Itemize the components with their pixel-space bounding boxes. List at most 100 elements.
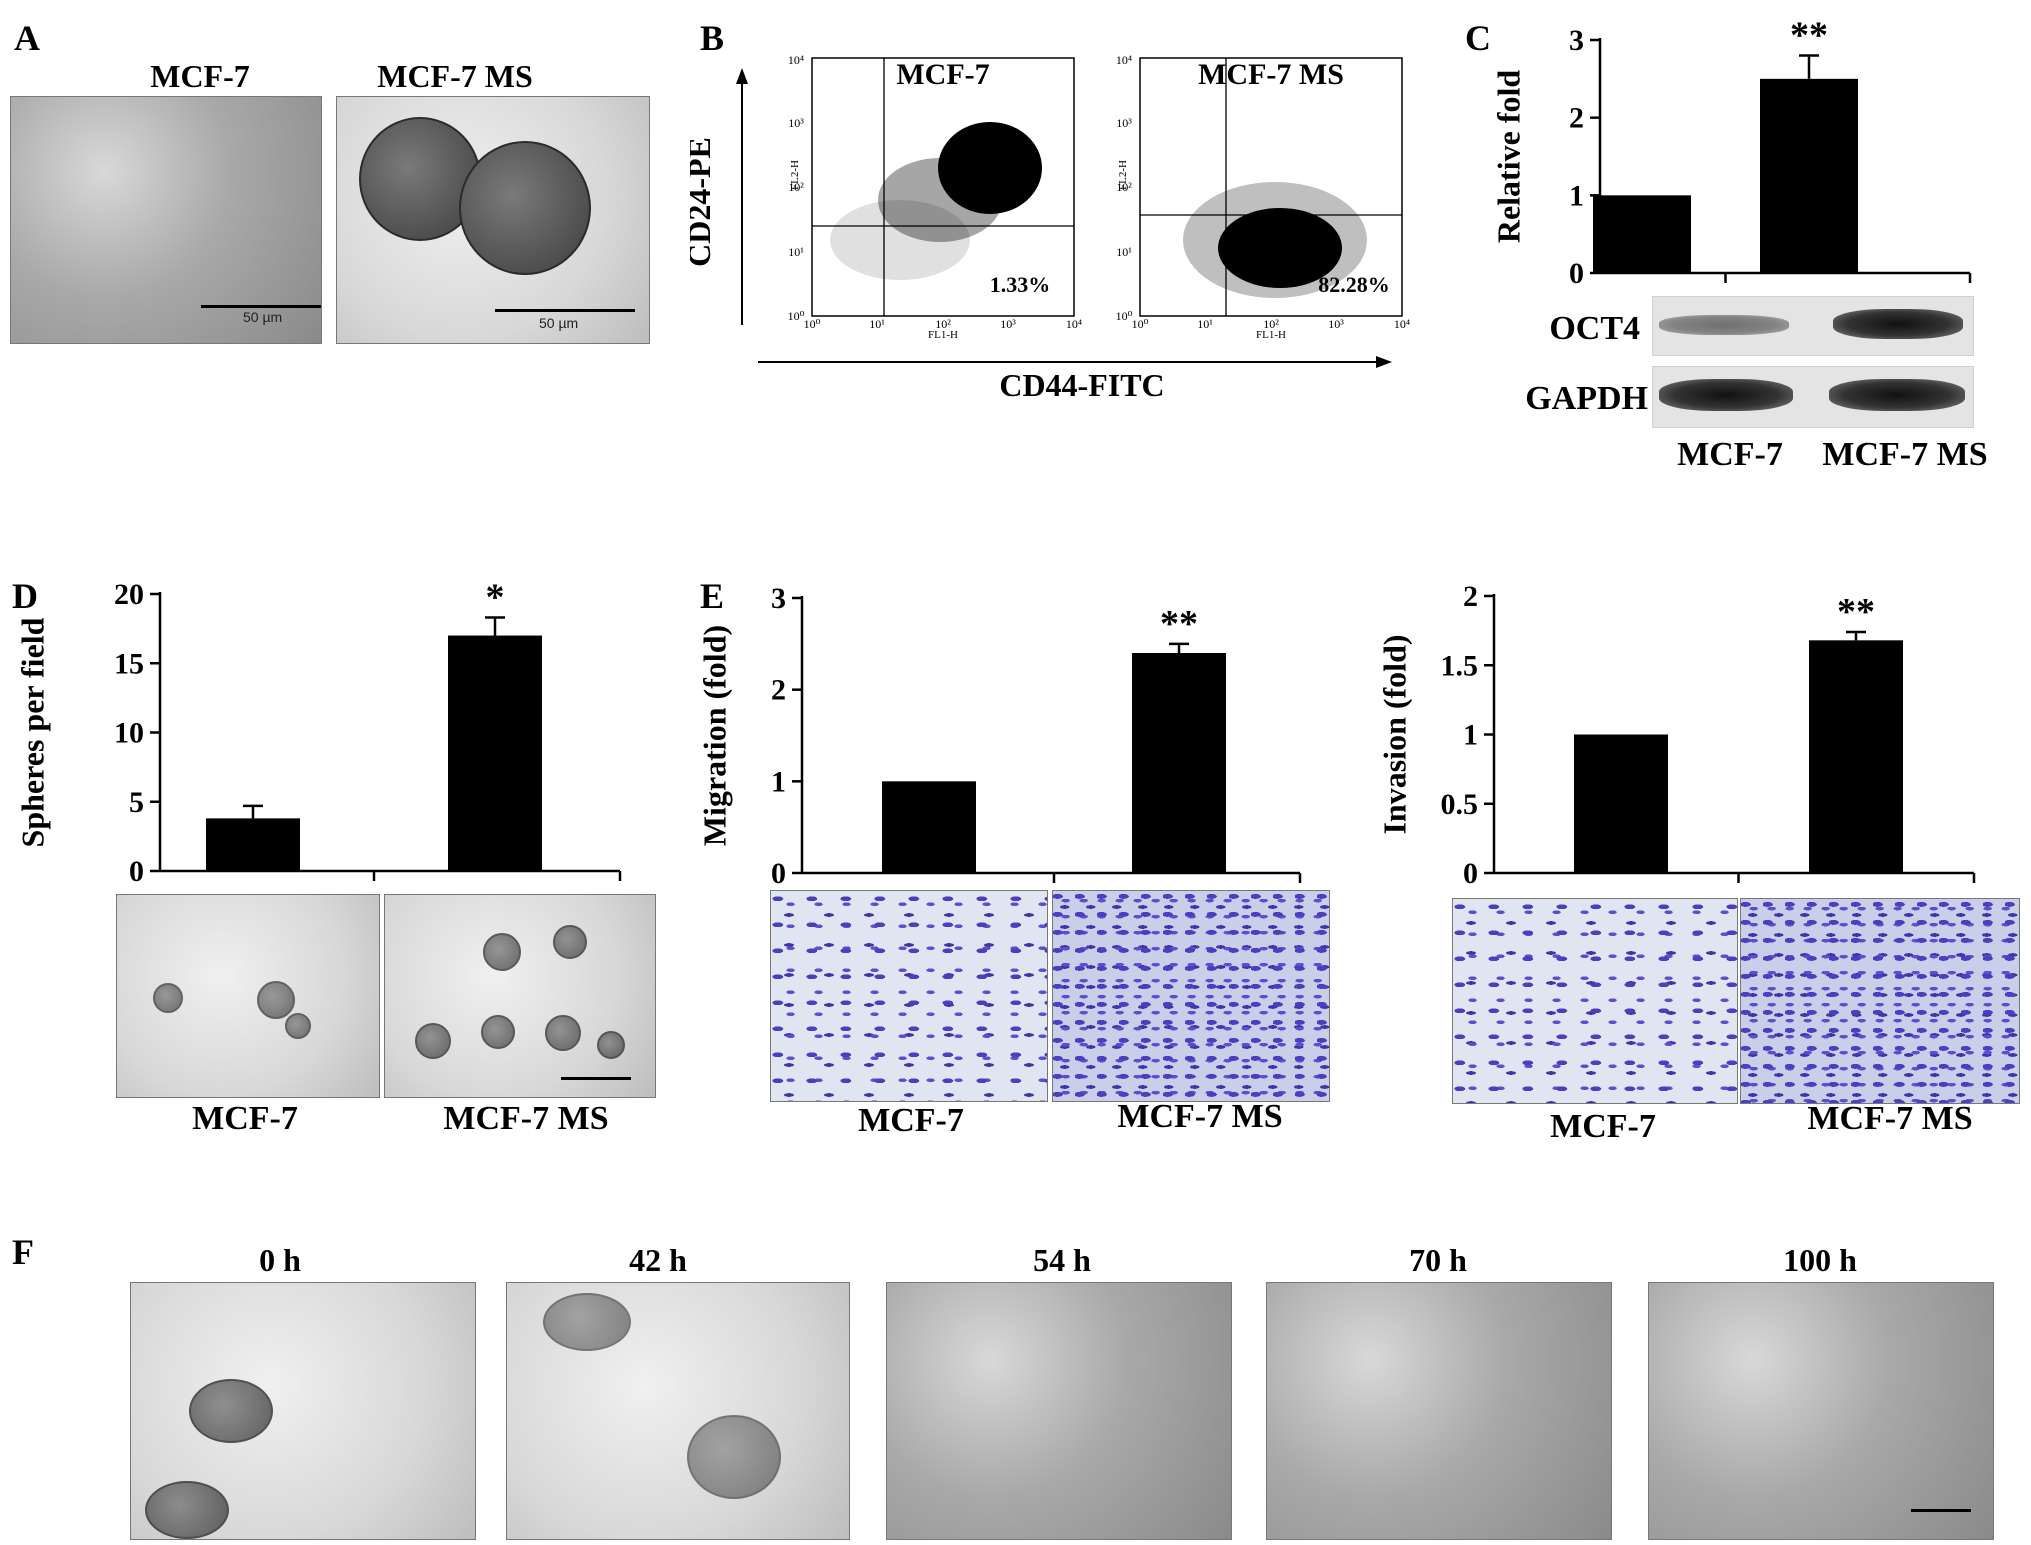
panel-label-f: F bbox=[12, 1232, 34, 1272]
blot-band bbox=[1659, 315, 1789, 335]
scale-bar bbox=[495, 309, 635, 312]
tick-label: 10⁴ bbox=[1394, 317, 1410, 331]
micrograph-0h bbox=[130, 1282, 476, 1540]
tick-label: 10⁴ bbox=[1116, 53, 1132, 67]
tick-label: 10² bbox=[935, 317, 951, 331]
blot-band bbox=[1833, 309, 1963, 339]
tick-label: 10³ bbox=[1116, 116, 1132, 130]
timepoint-label: 54 h bbox=[1033, 1242, 1091, 1278]
dot-plot-mcf7: MCF-7 1.33% FL2-H FL1-H 10⁰ 10¹ 10² 10³ … bbox=[788, 53, 1083, 341]
micrograph-70h bbox=[1266, 1282, 1612, 1540]
y-tick-label: 2 bbox=[771, 674, 786, 707]
significance-marker: ** bbox=[1837, 591, 1875, 633]
tick-label: 10¹ bbox=[1197, 317, 1213, 331]
migration-caption-mcf7ms: MCF-7 MS bbox=[1117, 1098, 1283, 1135]
bar-mcf7ms bbox=[1760, 78, 1858, 273]
significance-marker: ** bbox=[1160, 603, 1198, 645]
y-tick-label: 10 bbox=[114, 717, 144, 750]
panel-label-e: E bbox=[700, 576, 725, 616]
tick-label: 10³ bbox=[1328, 317, 1344, 331]
panel-label-a: A bbox=[14, 18, 40, 58]
tick-label: 10⁰ bbox=[804, 317, 821, 331]
sphere-caption-mcf7ms: MCF-7 MS bbox=[443, 1100, 609, 1137]
plot-xlabel: FL1-H bbox=[928, 329, 958, 341]
blot-band bbox=[1659, 379, 1793, 411]
micrograph-mcf7-spheres bbox=[116, 894, 380, 1098]
sphere bbox=[545, 1015, 581, 1051]
scale-bar bbox=[1911, 1509, 1971, 1512]
bar-mcf7 bbox=[1574, 734, 1668, 873]
western-blot-gapdh bbox=[1652, 366, 1974, 428]
y-tick-label: 15 bbox=[114, 647, 144, 680]
sphere-caption-mcf7: MCF-7 bbox=[192, 1100, 298, 1137]
timepoint-label: 0 h bbox=[259, 1242, 301, 1278]
bar-mcf7ms bbox=[1809, 640, 1903, 873]
sphere bbox=[597, 1031, 625, 1059]
tick-label: 10¹ bbox=[1116, 245, 1132, 259]
mammosphere bbox=[459, 141, 591, 275]
sphere bbox=[145, 1481, 229, 1539]
blot-band bbox=[1829, 379, 1965, 411]
y-tick-label: 0 bbox=[1463, 857, 1478, 890]
bar-mcf7 bbox=[882, 781, 976, 873]
y-tick-label: 2 bbox=[1463, 580, 1478, 613]
y-axis-label: CD24-PE bbox=[690, 137, 717, 267]
bar-chart-migration: 0 1 2 3 Migration (fold) ** bbox=[696, 582, 1302, 890]
y-tick-label: 0 bbox=[1569, 257, 1584, 290]
blot-caption-mcf7ms: MCF-7 MS bbox=[1822, 436, 1988, 473]
mammosphere bbox=[359, 117, 481, 241]
tick-label: 10⁰ bbox=[1116, 309, 1133, 323]
panel-a-title-mcf7: MCF-7 bbox=[150, 58, 250, 94]
plot-ylabel: FL2-H bbox=[789, 160, 801, 190]
quadrant-percent: 82.28% bbox=[1318, 272, 1390, 297]
sphere bbox=[481, 1015, 515, 1049]
bar-mcf7ms bbox=[1132, 653, 1226, 873]
significance-marker: ** bbox=[1790, 15, 1828, 57]
y-axis-arrowhead bbox=[736, 68, 748, 84]
tick-label: 10⁴ bbox=[1066, 317, 1082, 331]
tick-label: 10⁴ bbox=[788, 53, 804, 67]
y-axis-label: Migration (fold) bbox=[696, 625, 732, 846]
y-tick-labels: 10⁰ 10¹ 10² 10³ 10⁴ bbox=[788, 53, 805, 323]
blot-caption-mcf7: MCF-7 bbox=[1677, 436, 1783, 473]
plot-xlabel: FL1-H bbox=[1256, 329, 1286, 341]
bar-mcf7 bbox=[1593, 195, 1691, 273]
y-tick-label: 1 bbox=[1463, 719, 1478, 752]
timepoint-label: 100 h bbox=[1783, 1242, 1857, 1278]
sphere bbox=[257, 981, 295, 1019]
cell-population bbox=[938, 122, 1042, 214]
micrograph-mcf7-migration bbox=[770, 890, 1048, 1102]
sphere bbox=[189, 1379, 273, 1443]
sphere bbox=[483, 933, 521, 971]
tick-label: 10³ bbox=[1000, 317, 1016, 331]
sphere bbox=[543, 1293, 631, 1351]
scale-label: 50 µm bbox=[243, 309, 283, 325]
y-tick-label: 5 bbox=[129, 786, 144, 819]
y-tick-label: 1.5 bbox=[1441, 649, 1479, 682]
bar-chart-invasion: 0 0.5 1 1.5 2 Invasion (fold) ** bbox=[1376, 580, 1976, 890]
micrograph-mcf7-invasion bbox=[1452, 898, 1738, 1104]
blot-row-label-gapdh: GAPDH bbox=[1525, 380, 1648, 417]
quadrant-percent: 1.33% bbox=[990, 272, 1051, 297]
panel-label-d: D bbox=[12, 576, 38, 616]
y-tick-label: 2 bbox=[1569, 102, 1584, 135]
blot-row-label-oct4: OCT4 bbox=[1549, 310, 1640, 347]
x-tick-labels: 10⁰ 10¹ 10² 10³ 10⁴ bbox=[1132, 317, 1410, 331]
y-tick-label: 3 bbox=[1569, 24, 1584, 57]
scale-bar bbox=[201, 305, 321, 308]
x-axis-arrowhead bbox=[1376, 356, 1392, 368]
bar-chart-spheres-per-field: 0 5 10 15 20 Spheres per field * bbox=[14, 577, 622, 888]
micrograph-42h bbox=[506, 1282, 850, 1540]
bar-mcf7ms bbox=[448, 635, 542, 871]
invasion-caption-mcf7: MCF-7 bbox=[1550, 1108, 1656, 1145]
micrograph-mcf7ms-spheres: 50 µm bbox=[336, 96, 650, 344]
y-tick-label: 0 bbox=[771, 857, 786, 890]
bar-mcf7 bbox=[206, 818, 300, 871]
timepoint-label: 42 h bbox=[629, 1242, 687, 1278]
plot-title-mcf7ms: MCF-7 MS bbox=[1198, 58, 1344, 91]
sphere bbox=[285, 1013, 311, 1039]
y-tick-label: 20 bbox=[114, 578, 144, 611]
micrograph-mcf7ms-spheres bbox=[384, 894, 656, 1098]
panel-label-b: B bbox=[700, 18, 725, 58]
y-axis-label: Invasion (fold) bbox=[1376, 634, 1412, 834]
